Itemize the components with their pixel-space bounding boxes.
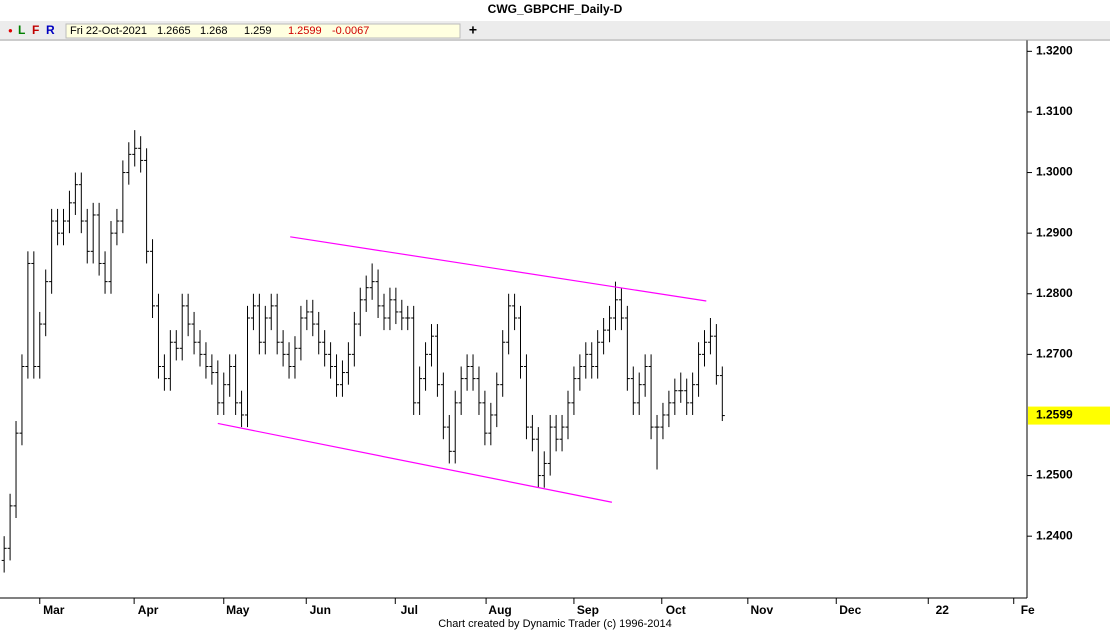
x-tick-label: Nov	[750, 603, 773, 617]
x-tick-label: May	[226, 603, 250, 617]
l-button[interactable]: L	[18, 23, 25, 37]
r-button[interactable]: R	[46, 23, 55, 37]
y-tick-label: 1.3200	[1036, 44, 1073, 58]
add-button[interactable]: +	[469, 22, 477, 38]
x-tick-label: Fe	[1021, 603, 1035, 617]
title-bar	[0, 0, 1110, 20]
y-tick-label: 1.2400	[1036, 528, 1073, 542]
info-close: 1.2599	[288, 25, 322, 37]
y-tick-label: 1.2800	[1036, 286, 1073, 300]
y-tick-label: 1.2700	[1036, 347, 1073, 361]
y-tick-label: 1.2900	[1036, 225, 1073, 239]
info-high: 1.268	[200, 25, 228, 37]
x-tick-label: Jul	[401, 603, 418, 617]
info-open: 1.2665	[157, 25, 191, 37]
x-tick-label: Dec	[839, 603, 861, 617]
x-tick-label: Jun	[310, 603, 331, 617]
trendline	[217, 422, 613, 503]
x-tick-label: Aug	[488, 603, 511, 617]
chart-title: CWG_GBPCHF_Daily-D	[488, 2, 623, 16]
info-change: -0.0067	[332, 25, 369, 37]
last-price-box	[1028, 406, 1110, 425]
trendline	[290, 236, 707, 302]
last-price-label: 1.2599	[1036, 408, 1073, 422]
y-tick-label: 1.3000	[1036, 165, 1073, 179]
info-box	[65, 23, 461, 39]
info-date: Fri 22-Oct-2021	[70, 25, 147, 37]
x-tick-label: Sep	[577, 603, 599, 617]
x-tick-label: 22	[936, 603, 950, 617]
y-tick-label: 1.3100	[1036, 104, 1073, 118]
footer: Chart created by Dynamic Trader (c) 1996…	[438, 618, 672, 630]
dot-button[interactable]: ●	[8, 26, 13, 35]
f-button[interactable]: F	[32, 23, 39, 37]
x-tick-label: Mar	[43, 603, 65, 617]
x-tick-label: Oct	[666, 603, 686, 617]
info-low: 1.259	[244, 25, 272, 37]
x-tick-label: Apr	[138, 603, 159, 617]
y-tick-label: 1.2500	[1036, 468, 1073, 482]
